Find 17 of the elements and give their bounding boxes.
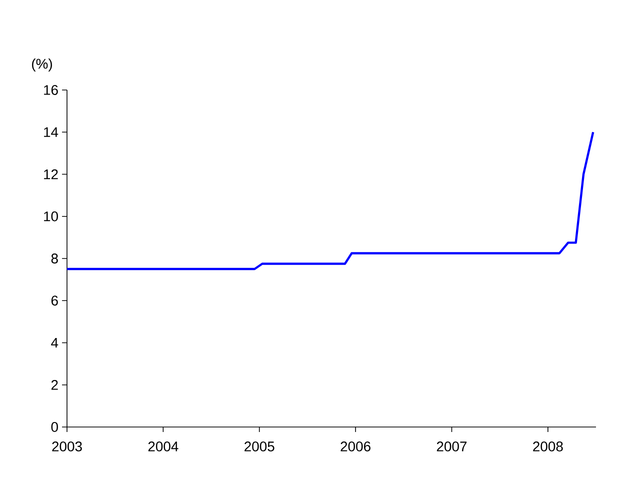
y-tick-label: 12	[44, 169, 58, 180]
y-tick-label: 0	[51, 422, 58, 432]
y-tick-label: 2	[51, 380, 58, 390]
y-tick-label: 14	[44, 127, 58, 137]
x-tick-label: 2004	[148, 442, 178, 452]
x-tick-label: 2003	[52, 442, 82, 452]
line-series	[67, 131, 594, 270]
x-tick-label: 2007	[436, 442, 467, 452]
y-tick-label: 6	[51, 296, 58, 306]
y-tick-label: 4	[51, 338, 58, 348]
x-tick-label: 2008	[533, 442, 563, 452]
y-tick-label: 16	[44, 85, 58, 95]
y-tick-label: 10	[44, 211, 58, 222]
y-tick-label: 8	[51, 254, 58, 264]
x-tick-label: 2005	[244, 442, 274, 452]
y-axis-title: (%)	[32, 58, 52, 72]
x-tick-label: 2006	[340, 442, 370, 452]
